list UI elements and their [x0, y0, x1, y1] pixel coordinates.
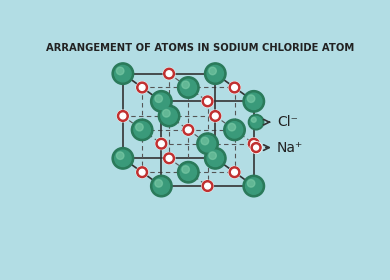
Circle shape	[209, 67, 216, 75]
Circle shape	[153, 178, 170, 194]
Circle shape	[163, 109, 170, 117]
Circle shape	[116, 152, 124, 159]
Circle shape	[207, 150, 223, 167]
Text: Cl⁻: Cl⁻	[277, 115, 298, 129]
Circle shape	[185, 127, 191, 133]
Circle shape	[180, 164, 197, 180]
Circle shape	[177, 77, 199, 98]
Circle shape	[254, 145, 259, 150]
Circle shape	[197, 133, 218, 155]
Circle shape	[156, 138, 167, 149]
Circle shape	[207, 66, 223, 82]
Circle shape	[137, 167, 147, 178]
Circle shape	[205, 183, 211, 189]
Circle shape	[155, 95, 163, 102]
Circle shape	[161, 108, 177, 124]
Circle shape	[246, 178, 262, 194]
Circle shape	[209, 152, 216, 159]
Circle shape	[248, 115, 264, 130]
Circle shape	[201, 137, 209, 145]
Text: Na⁺: Na⁺	[277, 141, 303, 155]
Circle shape	[182, 81, 190, 88]
Circle shape	[251, 117, 256, 122]
Circle shape	[166, 155, 172, 161]
Circle shape	[117, 111, 128, 122]
Circle shape	[137, 82, 147, 93]
Circle shape	[248, 138, 260, 150]
Circle shape	[205, 99, 211, 104]
Circle shape	[204, 63, 226, 85]
Circle shape	[229, 82, 240, 93]
Circle shape	[251, 141, 257, 147]
Circle shape	[166, 71, 172, 76]
Circle shape	[226, 122, 243, 138]
Circle shape	[204, 148, 226, 169]
Circle shape	[139, 85, 145, 90]
Circle shape	[120, 113, 126, 119]
Circle shape	[156, 138, 167, 150]
Circle shape	[243, 91, 264, 112]
Circle shape	[210, 111, 221, 122]
Circle shape	[247, 95, 255, 102]
Circle shape	[202, 181, 213, 192]
Circle shape	[224, 119, 245, 141]
Circle shape	[136, 166, 148, 178]
Circle shape	[158, 141, 164, 147]
Circle shape	[183, 124, 194, 135]
Circle shape	[112, 148, 134, 169]
Circle shape	[164, 153, 174, 164]
Circle shape	[163, 153, 175, 164]
Circle shape	[229, 167, 240, 178]
Circle shape	[246, 93, 262, 109]
Text: ARRANGEMENT OF ATOMS IN SODIUM CHLORIDE ATOM: ARRANGEMENT OF ATOMS IN SODIUM CHLORIDE …	[46, 43, 354, 53]
Circle shape	[213, 113, 218, 119]
Circle shape	[134, 122, 150, 138]
Circle shape	[232, 85, 238, 90]
Circle shape	[202, 180, 213, 192]
Circle shape	[153, 93, 170, 109]
Circle shape	[151, 175, 172, 197]
Circle shape	[251, 143, 261, 153]
Circle shape	[164, 68, 174, 79]
Circle shape	[247, 179, 255, 187]
Circle shape	[229, 166, 240, 178]
Circle shape	[228, 123, 236, 131]
Circle shape	[177, 161, 199, 183]
Circle shape	[229, 82, 240, 93]
Circle shape	[158, 105, 180, 127]
Circle shape	[163, 68, 175, 80]
Circle shape	[136, 82, 148, 93]
Circle shape	[180, 79, 197, 96]
Circle shape	[250, 142, 262, 153]
Circle shape	[202, 95, 213, 107]
Circle shape	[155, 179, 163, 187]
Circle shape	[139, 169, 145, 175]
Circle shape	[209, 110, 221, 122]
Circle shape	[116, 67, 124, 75]
Circle shape	[131, 119, 153, 141]
Circle shape	[248, 138, 259, 149]
Circle shape	[243, 175, 264, 197]
Circle shape	[183, 124, 194, 136]
Circle shape	[250, 116, 262, 128]
Circle shape	[202, 96, 213, 107]
Circle shape	[112, 63, 134, 85]
Circle shape	[115, 150, 131, 167]
Circle shape	[117, 110, 129, 122]
Circle shape	[136, 123, 143, 131]
Circle shape	[151, 91, 172, 112]
Circle shape	[232, 169, 238, 175]
Circle shape	[182, 166, 190, 173]
Circle shape	[199, 136, 216, 152]
Circle shape	[115, 66, 131, 82]
